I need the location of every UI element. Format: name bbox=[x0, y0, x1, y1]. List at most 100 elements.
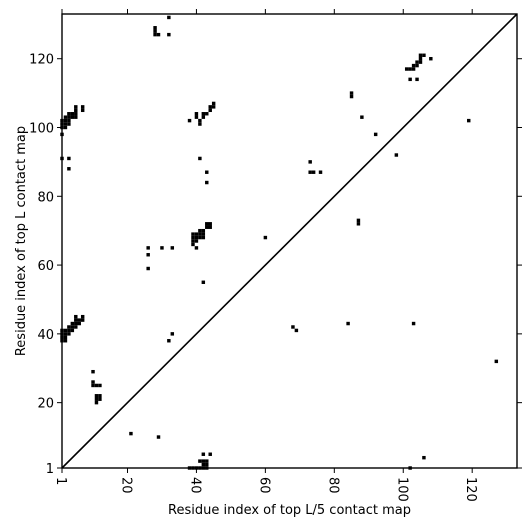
contact-point bbox=[208, 225, 212, 229]
contact-point bbox=[74, 105, 78, 109]
contact-point bbox=[205, 459, 209, 463]
contact-point bbox=[91, 369, 95, 374]
contact-point bbox=[191, 235, 195, 240]
contact-point bbox=[80, 318, 85, 322]
y-tick-label: 1 bbox=[46, 462, 54, 477]
contact-point bbox=[156, 32, 161, 37]
contact-point bbox=[201, 235, 206, 240]
contact-point bbox=[67, 112, 71, 116]
contact-point bbox=[80, 105, 85, 109]
contact-point bbox=[194, 115, 199, 119]
contact-point bbox=[205, 225, 209, 229]
contact-point bbox=[308, 170, 312, 174]
contact-point bbox=[67, 325, 71, 329]
contact-point bbox=[74, 314, 78, 319]
contact-point bbox=[191, 242, 195, 247]
contact-point bbox=[153, 26, 157, 30]
contact-point bbox=[160, 246, 164, 250]
contact-point bbox=[308, 160, 312, 164]
contact-point bbox=[408, 67, 412, 71]
contact-point bbox=[67, 115, 71, 119]
contact-point bbox=[294, 328, 299, 333]
contact-point bbox=[80, 314, 85, 319]
contact-point bbox=[98, 383, 102, 388]
contact-point bbox=[170, 246, 175, 250]
contact-point bbox=[194, 232, 199, 236]
y-tick-label: 20 bbox=[37, 397, 54, 412]
contact-point bbox=[67, 118, 71, 123]
contact-point bbox=[291, 325, 295, 329]
contact-point bbox=[74, 115, 78, 119]
contact-point bbox=[311, 170, 316, 174]
contact-point bbox=[94, 397, 99, 401]
contact-point bbox=[205, 170, 209, 174]
contact-point bbox=[360, 115, 364, 119]
y-tick-label: 80 bbox=[37, 190, 54, 205]
contact-point bbox=[67, 167, 71, 171]
contact-point bbox=[404, 67, 409, 71]
contact-point bbox=[94, 383, 99, 388]
contact-point bbox=[418, 53, 423, 57]
contact-point bbox=[91, 380, 95, 384]
contact-point bbox=[63, 328, 68, 333]
y-axis-title: Residue index of top L contact map bbox=[14, 126, 29, 356]
contact-point bbox=[74, 318, 78, 322]
diagonal-line bbox=[61, 13, 518, 469]
contact-point bbox=[415, 60, 419, 64]
x-tick-label: 120 bbox=[463, 477, 478, 502]
contact-point bbox=[394, 153, 399, 157]
x-axis-title: Residue index of top L/5 contact map bbox=[168, 503, 411, 518]
contact-point bbox=[356, 218, 361, 223]
contact-point bbox=[208, 105, 212, 109]
contact-point bbox=[467, 118, 471, 123]
contact-point bbox=[77, 318, 81, 322]
contact-point bbox=[411, 63, 416, 68]
contact-point bbox=[201, 452, 206, 456]
contact-point bbox=[198, 118, 202, 123]
contact-point bbox=[415, 63, 419, 68]
contact-point bbox=[70, 325, 75, 329]
contact-point bbox=[94, 394, 99, 398]
contact-point bbox=[205, 112, 209, 116]
contact-point bbox=[429, 56, 433, 61]
contact-point bbox=[263, 235, 268, 240]
contact-point bbox=[167, 339, 171, 343]
contact-point bbox=[67, 156, 71, 161]
contact-point bbox=[373, 132, 378, 137]
contact-point bbox=[146, 253, 150, 257]
contact-point bbox=[356, 222, 361, 226]
contact-point bbox=[63, 115, 68, 119]
contact-point bbox=[198, 235, 202, 240]
contact-point bbox=[146, 266, 150, 271]
contact-point bbox=[211, 105, 216, 109]
contact-point bbox=[205, 222, 209, 226]
contact-point bbox=[418, 56, 423, 61]
contact-point bbox=[77, 321, 81, 326]
contact-point bbox=[201, 280, 206, 284]
contact-point bbox=[63, 118, 68, 123]
contact-point bbox=[63, 335, 68, 340]
contact-point bbox=[205, 462, 209, 467]
contact-point bbox=[201, 462, 206, 467]
contact-point bbox=[411, 67, 416, 71]
contact-point bbox=[191, 239, 195, 243]
contact-point bbox=[170, 332, 175, 336]
y-tick-label: 100 bbox=[29, 122, 54, 137]
contact-point bbox=[198, 459, 202, 463]
contact-point bbox=[494, 359, 499, 364]
contact-point bbox=[70, 112, 75, 116]
contact-point bbox=[198, 156, 202, 161]
contact-point bbox=[411, 321, 416, 326]
contact-point bbox=[318, 170, 323, 174]
contact-point bbox=[349, 91, 354, 95]
contact-point bbox=[70, 328, 75, 333]
contact-point bbox=[98, 394, 102, 398]
contact-point bbox=[201, 232, 206, 236]
contact-point bbox=[194, 235, 199, 240]
x-tick-label: 100 bbox=[394, 477, 409, 502]
contact-point bbox=[70, 321, 75, 326]
contact-point bbox=[187, 118, 192, 123]
contact-point bbox=[422, 455, 426, 460]
